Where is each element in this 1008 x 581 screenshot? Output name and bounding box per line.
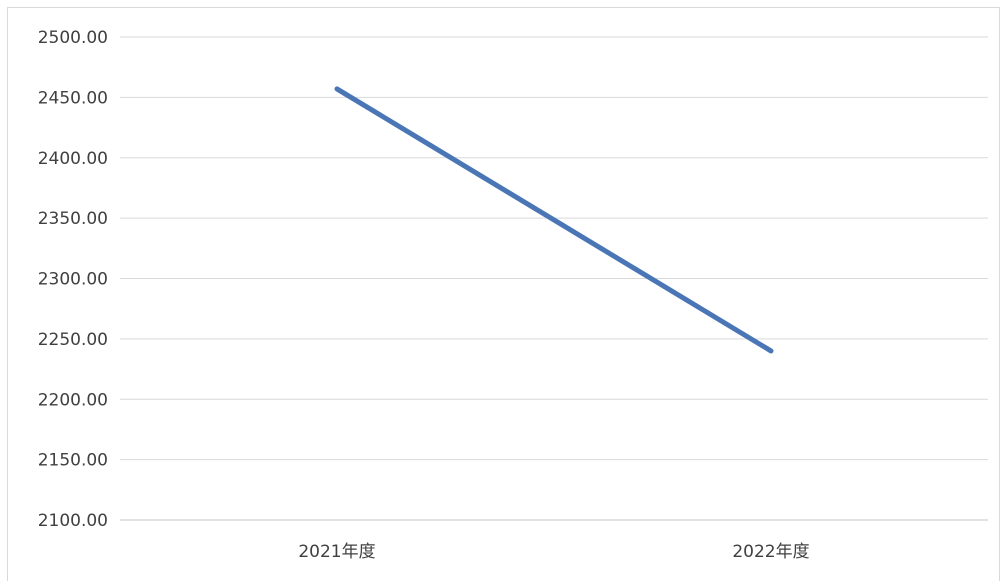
y-tick-label: 2100.00 — [38, 511, 108, 531]
y-tick-label: 2200.00 — [38, 390, 108, 410]
gridlines — [120, 36, 988, 521]
y-tick-label: 2150.00 — [38, 451, 108, 471]
y-tick-label: 2300.00 — [38, 270, 108, 290]
series-layer — [334, 86, 774, 354]
y-axis-ticks: 2100.00 2150.00 2200.00 2250.00 2300.00 2350.… — [38, 28, 108, 531]
x-tick-label: 2021年度 — [298, 542, 375, 562]
y-tick-label: 2500.00 — [38, 28, 108, 48]
y-tick-label: 2350.00 — [38, 209, 108, 229]
series-line — [334, 86, 774, 354]
y-tick-label: 2250.00 — [38, 330, 108, 350]
y-tick-label: 2450.00 — [38, 88, 108, 108]
y-tick-label: 2400.00 — [38, 149, 108, 169]
chart-area — [7, 7, 1000, 581]
x-tick-label: 2022年度 — [732, 542, 809, 562]
x-axis-ticks: 2021年度 2022年度 — [298, 542, 809, 562]
